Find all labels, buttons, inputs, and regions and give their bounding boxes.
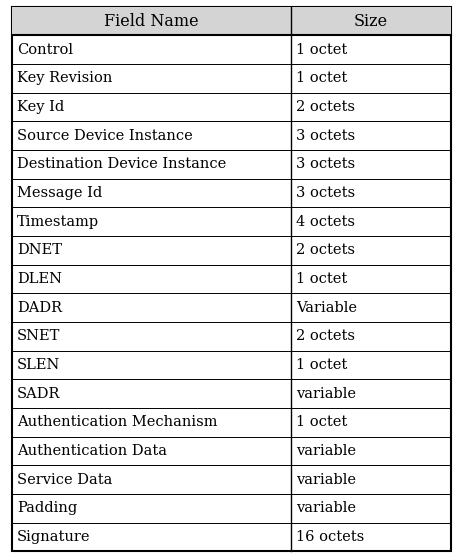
Text: 2 octets: 2 octets xyxy=(296,100,356,114)
Text: variable: variable xyxy=(296,444,357,458)
Text: 3 octets: 3 octets xyxy=(296,129,356,143)
Text: Key Revision: Key Revision xyxy=(17,71,113,85)
Text: 4 octets: 4 octets xyxy=(296,215,356,229)
Text: 16 octets: 16 octets xyxy=(296,530,365,544)
Text: 3 octets: 3 octets xyxy=(296,186,356,200)
Text: DNET: DNET xyxy=(17,243,62,257)
Text: Authentication Data: Authentication Data xyxy=(17,444,167,458)
Text: variable: variable xyxy=(296,473,357,487)
Text: Timestamp: Timestamp xyxy=(17,215,99,229)
Text: Source Device Instance: Source Device Instance xyxy=(17,129,193,143)
Text: 1 octet: 1 octet xyxy=(296,415,348,429)
Text: SLEN: SLEN xyxy=(17,358,61,372)
Text: variable: variable xyxy=(296,501,357,515)
Text: SADR: SADR xyxy=(17,387,61,401)
Text: 1 octet: 1 octet xyxy=(296,358,348,372)
Text: Service Data: Service Data xyxy=(17,473,113,487)
Text: 3 octets: 3 octets xyxy=(296,157,356,171)
Text: 1 octet: 1 octet xyxy=(296,43,348,57)
Text: Message Id: Message Id xyxy=(17,186,102,200)
Text: Signature: Signature xyxy=(17,530,91,544)
Text: 1 octet: 1 octet xyxy=(296,71,348,85)
Text: Key Id: Key Id xyxy=(17,100,64,114)
Text: Padding: Padding xyxy=(17,501,77,515)
Text: Authentication Mechanism: Authentication Mechanism xyxy=(17,415,218,429)
Text: 2 octets: 2 octets xyxy=(296,329,356,343)
Text: Destination Device Instance: Destination Device Instance xyxy=(17,157,226,171)
Bar xyxy=(12,7,451,35)
Text: 1 octet: 1 octet xyxy=(296,272,348,286)
Text: Control: Control xyxy=(17,43,73,57)
Text: Field Name: Field Name xyxy=(104,12,199,30)
Text: 2 octets: 2 octets xyxy=(296,243,356,257)
Text: DLEN: DLEN xyxy=(17,272,62,286)
Text: SNET: SNET xyxy=(17,329,61,343)
Text: Size: Size xyxy=(354,12,388,30)
Text: Variable: Variable xyxy=(296,301,357,315)
Text: variable: variable xyxy=(296,387,357,401)
Text: DADR: DADR xyxy=(17,301,62,315)
